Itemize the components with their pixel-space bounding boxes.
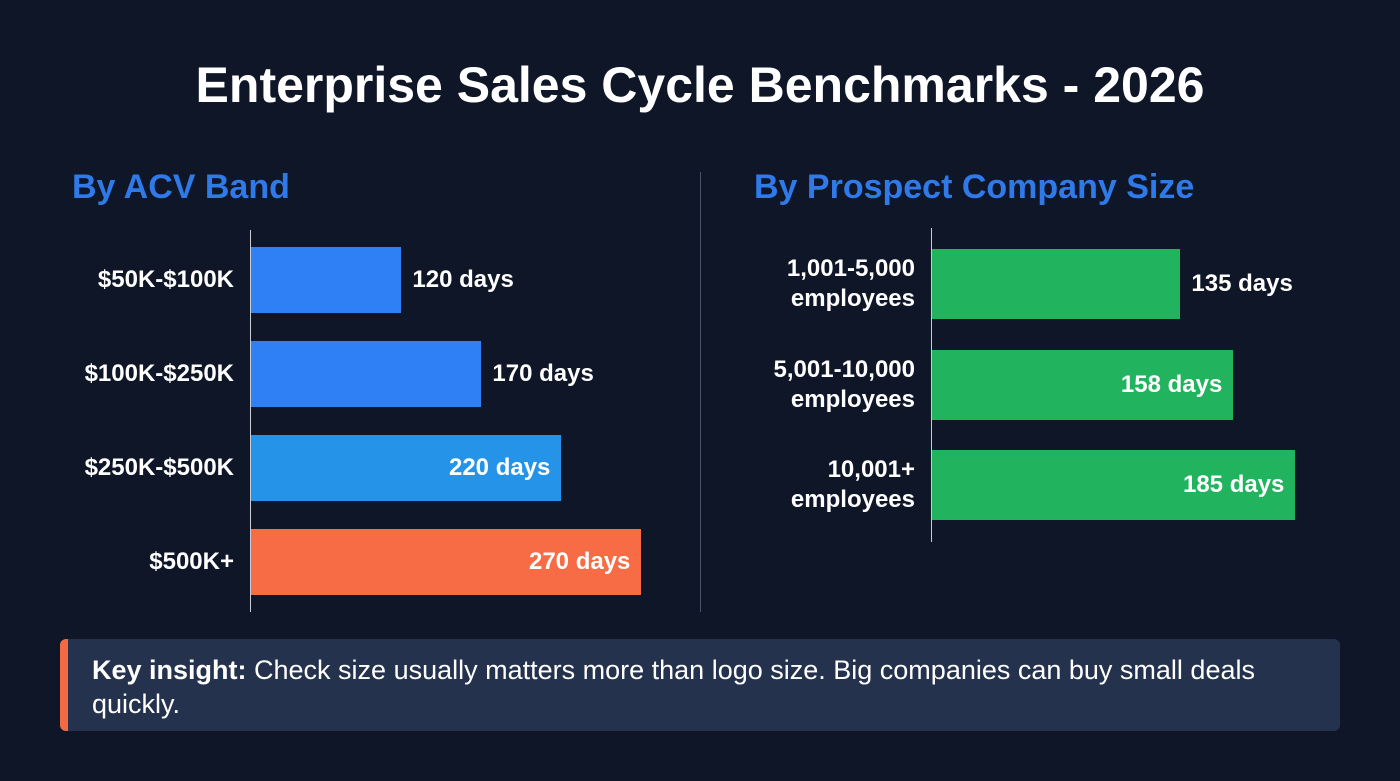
category-label-line: 1,001-5,000 bbox=[786, 255, 915, 282]
value-label: 158 days bbox=[1120, 370, 1223, 398]
category-label: 10,001+ employees bbox=[675, 455, 915, 515]
bar bbox=[251, 341, 482, 407]
value-label: 135 days bbox=[1191, 270, 1293, 297]
category-label-line: employees bbox=[790, 285, 915, 312]
value-label: 120 days bbox=[412, 266, 514, 293]
page-title: Enterprise Sales Cycle Benchmarks - 2026 bbox=[195, 57, 1205, 113]
value-label: 170 days bbox=[492, 360, 594, 387]
y-axis-line bbox=[250, 230, 251, 612]
value-label: 270 days bbox=[528, 548, 631, 575]
category-label-line: employees bbox=[790, 486, 915, 513]
category-label: $500K+ bbox=[149, 548, 234, 575]
category-label-line: employees bbox=[790, 385, 915, 413]
bar bbox=[251, 247, 402, 313]
category-label-line: 10,001+ bbox=[827, 456, 915, 483]
insight-box: Key insight: Check size usually matters … bbox=[60, 639, 1340, 731]
category-label-line: 5,001-10,000 bbox=[773, 355, 915, 383]
bar bbox=[932, 450, 1296, 520]
value-label: 185 days bbox=[1182, 471, 1285, 498]
insight-text: Check size usually matters more than log… bbox=[92, 655, 1255, 719]
bar bbox=[251, 435, 562, 501]
y-axis-line bbox=[931, 228, 932, 542]
section-divider bbox=[700, 172, 701, 612]
bar bbox=[932, 249, 1181, 319]
category-label: $250K-$500K bbox=[84, 454, 234, 481]
category-label: 1,001-5,000 employees bbox=[675, 254, 915, 314]
category-label: $50K-$100K bbox=[97, 266, 234, 293]
bar bbox=[251, 529, 642, 595]
company-size-chart-title: By Prospect Company Size bbox=[754, 168, 1195, 206]
acv-chart-title: By ACV Band bbox=[72, 168, 290, 206]
value-label: 220 days bbox=[448, 454, 551, 481]
category-label: 5,001-10,000 employees bbox=[675, 355, 915, 415]
insight-label: Key insight: bbox=[92, 655, 247, 685]
bar bbox=[932, 349, 1234, 420]
category-label: $100K-$250K bbox=[84, 360, 234, 387]
